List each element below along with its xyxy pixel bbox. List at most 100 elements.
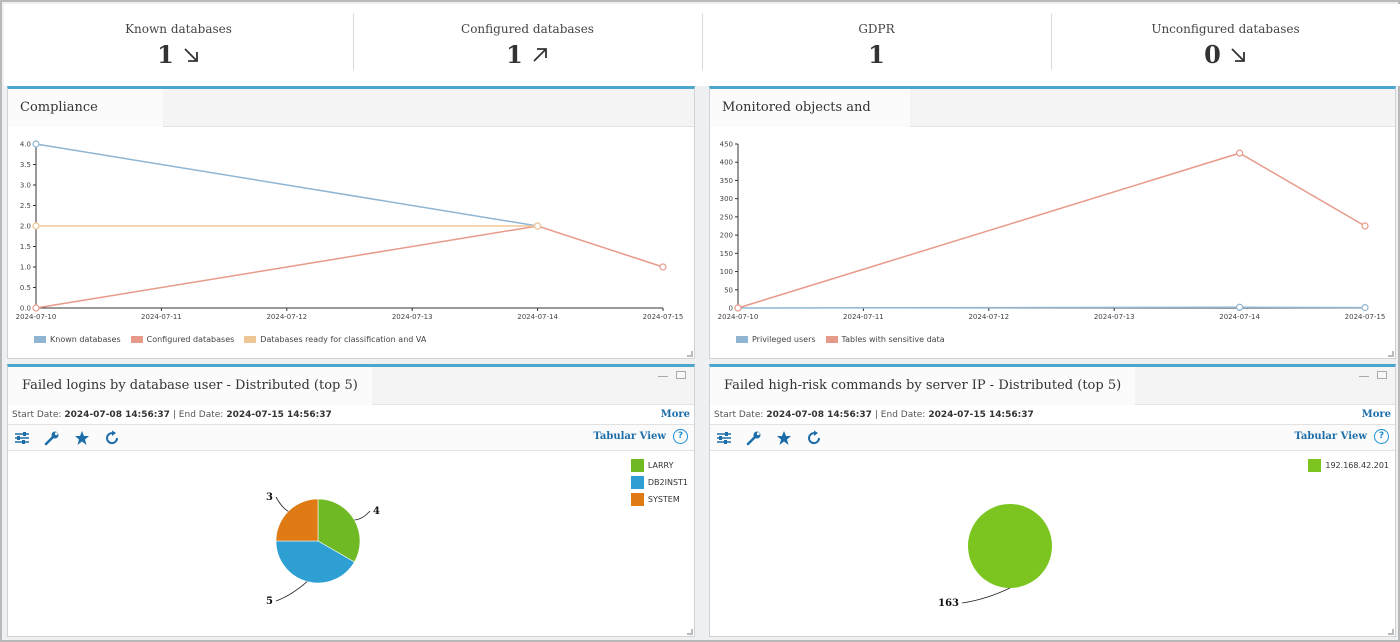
resize-handle[interactable] xyxy=(687,351,693,357)
maximize-icon[interactable] xyxy=(1377,371,1387,379)
pie-value-label: 5 xyxy=(266,596,273,607)
legend-item[interactable]: Configured databases xyxy=(130,335,235,344)
stat-gdpr[interactable]: GDPR 1 xyxy=(702,4,1051,86)
y-tick-label: 250 xyxy=(720,213,733,221)
data-point xyxy=(1235,303,1244,311)
tabular-view-button[interactable]: Tabular View xyxy=(1294,431,1367,442)
minimize-icon[interactable] xyxy=(1359,371,1369,377)
chart-legend: Known databases Configured databases Datab… xyxy=(34,335,426,344)
legend-label: DB2INST1 xyxy=(647,478,688,487)
monitored-chart: 0 50 100 150 200 250 300 350 400 450 2024-07-10 202… xyxy=(718,141,1386,322)
x-tick-label: 2024-07-11 xyxy=(843,313,884,321)
y-tick-label: 450 xyxy=(720,141,733,149)
y-tick-label: 100 xyxy=(720,268,733,276)
legend-swatch xyxy=(825,336,838,343)
x-tick-label: 2024-07-13 xyxy=(392,313,433,321)
help-icon[interactable]: ? xyxy=(673,429,688,444)
wrench-icon[interactable] xyxy=(746,430,762,446)
resize-handle[interactable] xyxy=(1388,629,1394,635)
pie-connector xyxy=(275,581,308,602)
legend-item[interactable]: DB2INST1 xyxy=(630,474,688,491)
arrow-down-right-icon xyxy=(1231,47,1245,62)
stat-known-databases[interactable]: Known databases 1 xyxy=(4,4,353,86)
end-date-label: End Date: xyxy=(178,409,224,420)
legend-label: Tables with sensitive data xyxy=(841,335,945,344)
panel-title: Monitored objects and users xyxy=(710,89,910,153)
series-line xyxy=(35,225,664,309)
panel-title: Compliance progress xyxy=(8,89,163,153)
pie-connector xyxy=(961,587,1011,604)
start-date-label: Start Date: xyxy=(714,409,764,420)
refresh-icon[interactable] xyxy=(806,430,822,446)
filter-sliders-icon[interactable] xyxy=(716,430,732,446)
pie-slice xyxy=(317,498,361,563)
end-date-value: 2024-07-15 14:56:37 xyxy=(928,409,1034,420)
x-tick-label: 2024-07-14 xyxy=(1219,313,1260,321)
stat-value: 1 xyxy=(868,40,885,69)
legend-label: Databases ready for classification and V… xyxy=(260,335,427,344)
maximize-icon[interactable] xyxy=(676,371,686,379)
legend-label: Privileged users xyxy=(752,335,816,344)
monitored-objects-panel: Monitored objects and users 0 50 100 150 200… xyxy=(709,86,1396,359)
failed-logins-panel: Failed logins by database user - Distrib… xyxy=(7,364,695,637)
legend-item[interactable]: SYSTEM xyxy=(630,491,688,508)
pie-legend: 192.168.42.201 xyxy=(1308,457,1389,474)
legend-item[interactable]: Known databases xyxy=(34,335,121,344)
more-link[interactable]: More xyxy=(1361,409,1391,420)
minimize-icon[interactable] xyxy=(658,371,668,377)
legend-swatch xyxy=(630,493,644,506)
y-tick-label: 1.0 xyxy=(20,264,31,272)
resize-handle[interactable] xyxy=(687,629,693,635)
star-icon[interactable] xyxy=(74,430,90,446)
y-tick-label: 2.5 xyxy=(20,202,31,210)
y-tick-label: 1.5 xyxy=(20,243,31,251)
more-link[interactable]: More xyxy=(660,409,690,420)
data-point xyxy=(533,222,542,230)
y-tick-label: 200 xyxy=(720,232,733,240)
data-point xyxy=(32,222,40,230)
tabular-view-button[interactable]: Tabular View xyxy=(593,431,666,442)
legend-item[interactable]: 192.168.42.201 xyxy=(1308,457,1389,474)
legend-label: Configured databases xyxy=(146,335,235,344)
x-tick-label: 2024-07-12 xyxy=(968,313,1009,321)
failed-commands-pie: 163 xyxy=(938,504,1052,609)
stat-label: GDPR xyxy=(858,22,895,36)
legend-item[interactable]: Tables with sensitive data xyxy=(825,335,945,344)
star-icon[interactable] xyxy=(776,430,792,446)
legend-label: Known databases xyxy=(50,335,121,344)
legend-swatch xyxy=(244,336,257,343)
pie-value-label: 4 xyxy=(373,506,380,517)
y-tick-label: 3.0 xyxy=(20,182,31,190)
stat-value: 1 xyxy=(157,40,174,69)
x-tick-label: 2024-07-15 xyxy=(1345,313,1386,321)
y-tick-label: 300 xyxy=(720,195,733,203)
wrench-icon[interactable] xyxy=(44,430,60,446)
legend-item[interactable]: Databases ready for classification and V… xyxy=(244,335,426,344)
report-toolbar: Tabular View ? xyxy=(8,425,694,451)
y-tick-label: 4.0 xyxy=(20,141,31,149)
stat-configured-databases[interactable]: Configured databases 1 xyxy=(353,4,702,86)
help-icon[interactable]: ? xyxy=(1374,429,1389,444)
failed-commands-panel: Failed high-risk commands by server IP -… xyxy=(709,364,1396,637)
data-point xyxy=(32,304,40,312)
y-tick-label: 0.0 xyxy=(20,305,31,313)
legend-swatch xyxy=(130,336,143,343)
legend-item[interactable]: Privileged users xyxy=(736,335,816,344)
legend-item[interactable]: LARRY xyxy=(630,457,688,474)
pie-slice xyxy=(275,498,319,542)
end-date-label: End Date: xyxy=(880,409,926,420)
data-point xyxy=(1361,222,1369,230)
resize-handle[interactable] xyxy=(1388,351,1394,357)
filter-sliders-icon[interactable] xyxy=(14,430,30,446)
refresh-icon[interactable] xyxy=(104,430,120,446)
data-point xyxy=(1235,149,1244,157)
pie-slice xyxy=(275,540,355,584)
stat-unconfigured-databases[interactable]: Unconfigured databases 0 xyxy=(1051,4,1400,86)
pie-legend: LARRY DB2INST1 SYSTEM xyxy=(630,457,688,508)
series-line xyxy=(737,152,1366,309)
stat-value: 0 xyxy=(1204,40,1221,69)
y-tick-label: 150 xyxy=(720,250,733,258)
pie-slice xyxy=(968,504,1052,588)
arrow-up-right-icon xyxy=(533,47,547,62)
series-line xyxy=(737,306,1366,309)
